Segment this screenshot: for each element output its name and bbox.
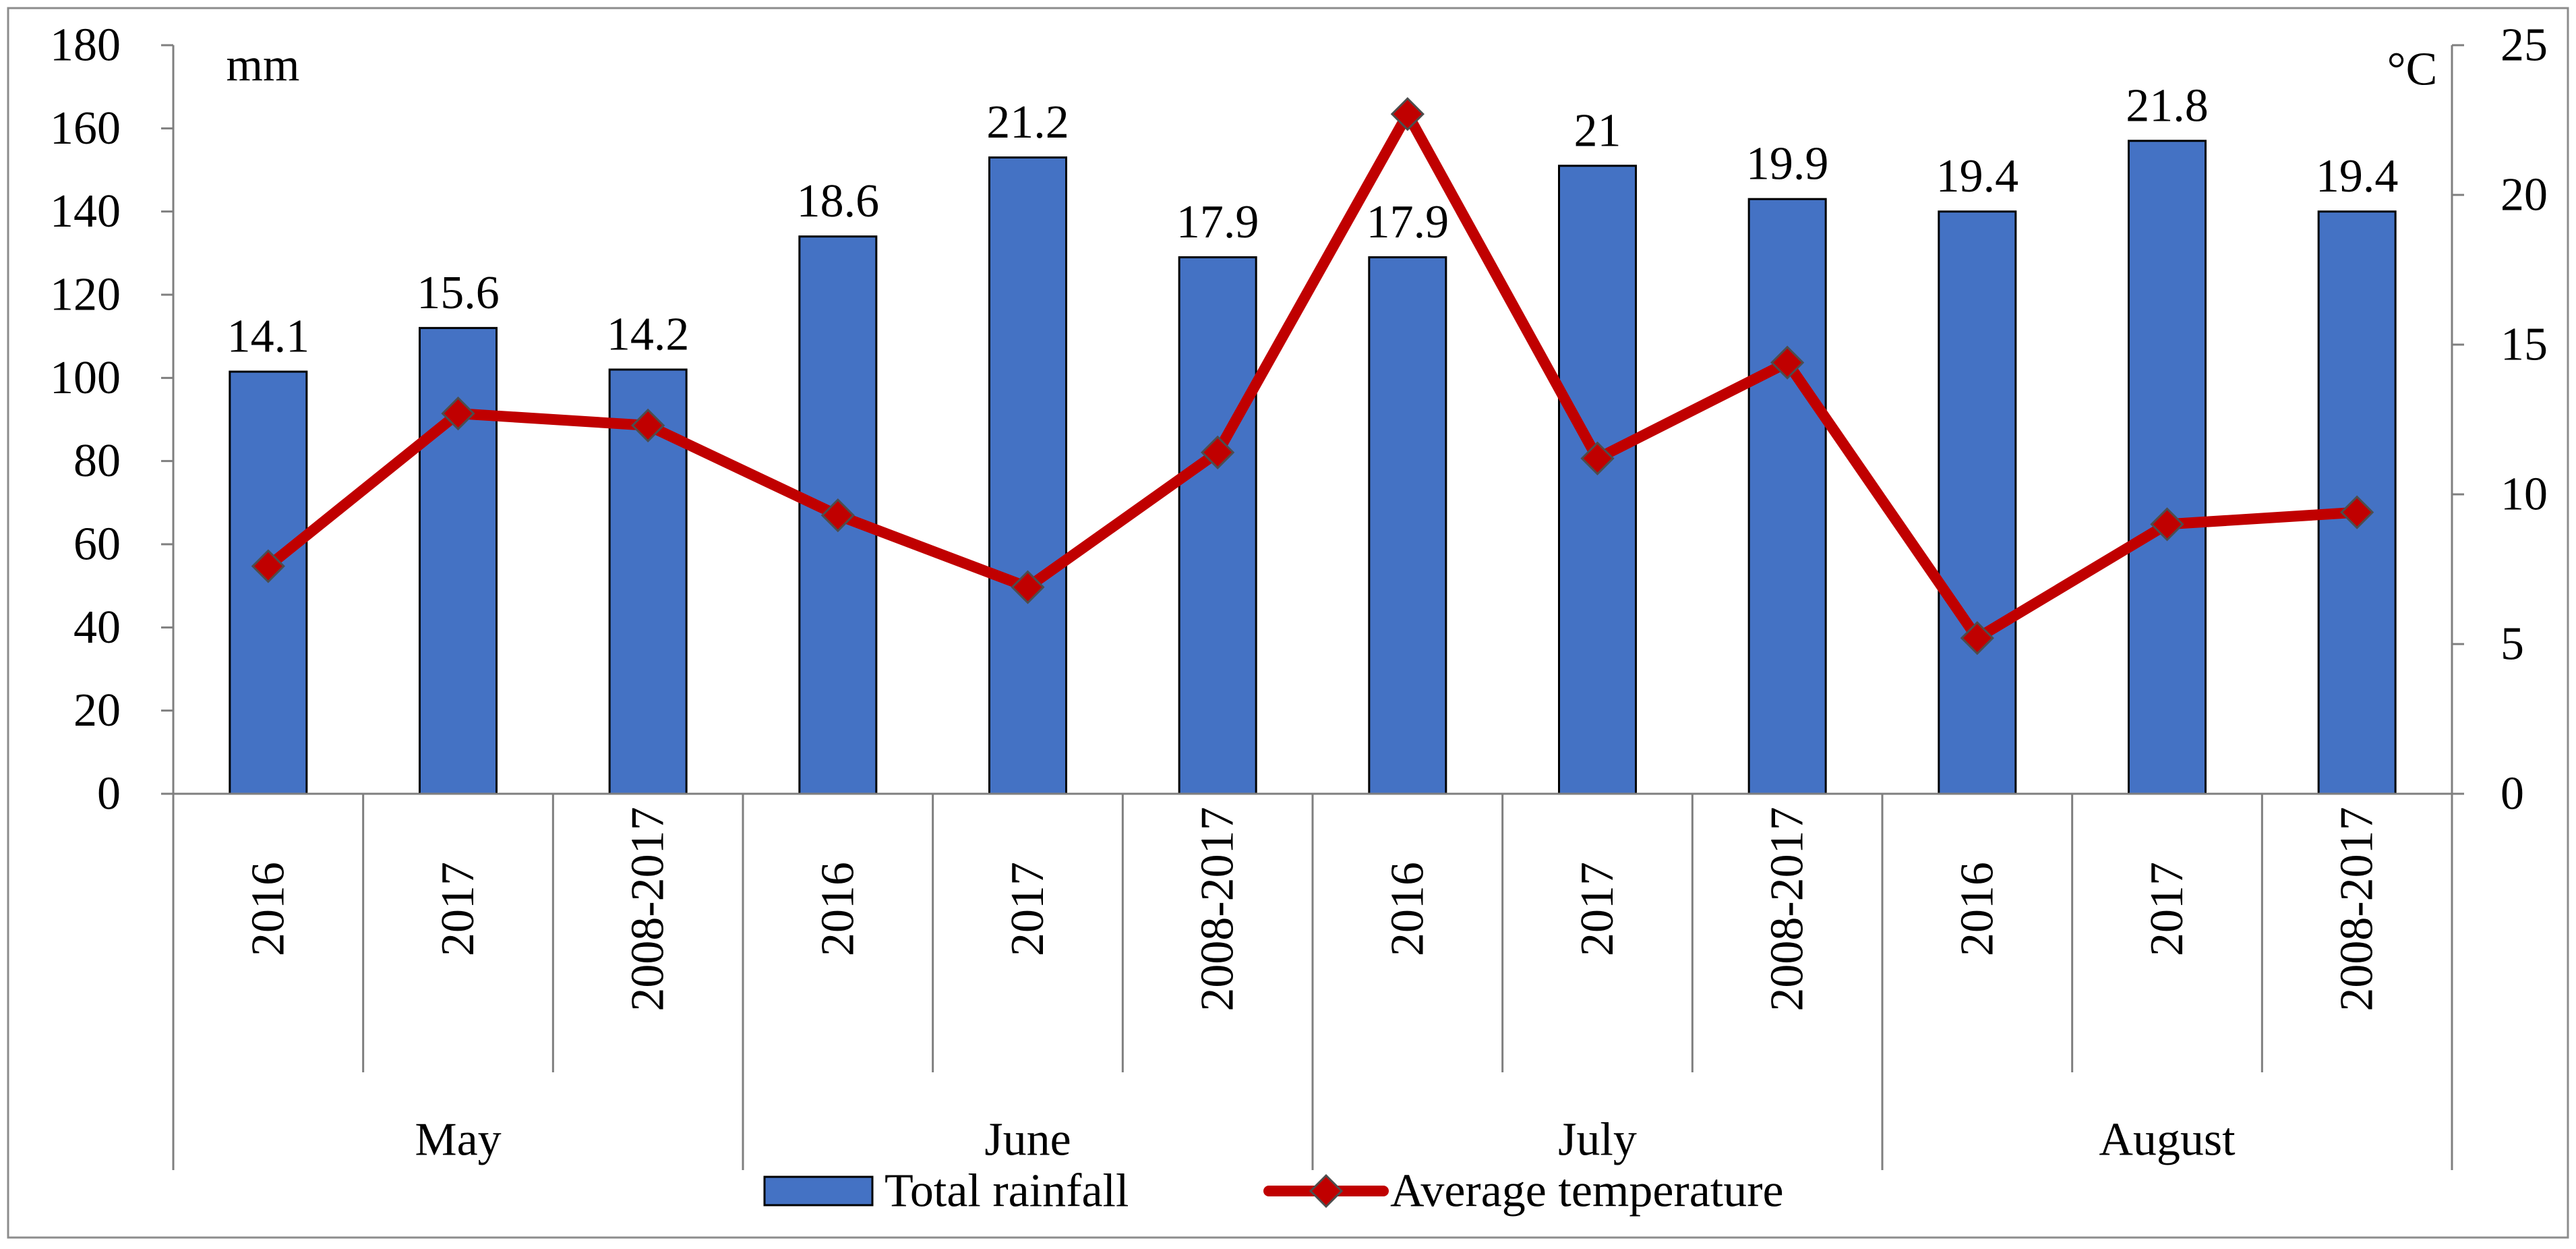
bar-data-label: 18.6 [797, 175, 880, 227]
category-tick-label: 2008-2017 [622, 807, 674, 1011]
bar-data-label: 19.4 [2316, 150, 2399, 202]
month-group-label: July [1558, 1114, 1637, 1166]
left-axis-unit: mm [227, 40, 300, 92]
bar-data-label: 19.4 [1936, 150, 2019, 202]
right-axis-unit: °C [2387, 44, 2438, 96]
bar-data-label: 14.1 [227, 311, 310, 363]
left-tick-label: 120 [50, 269, 121, 321]
month-group-label: June [984, 1114, 1071, 1166]
temperature-marker [2340, 495, 2374, 529]
rainfall-bar [988, 156, 1067, 795]
rainfall-bar [1747, 198, 1827, 795]
rainfall-bar [1368, 256, 1447, 795]
temperature-line [262, 109, 2363, 644]
left-tick-label: 60 [73, 519, 121, 571]
month-group-label: May [415, 1114, 501, 1166]
category-tick-label: 2017 [2141, 862, 2193, 956]
temperature-marker [1201, 435, 1235, 469]
category-tick-label: 2017 [1002, 862, 1054, 956]
bar-data-label: 21.2 [986, 96, 1069, 148]
left-tick-label: 80 [73, 435, 121, 487]
legend-label-rainfall: Total rainfall [885, 1165, 1129, 1217]
bar-data-label: 19.9 [1746, 138, 1829, 190]
left-tick-label: 40 [73, 602, 121, 653]
left-tick-label: 140 [50, 185, 121, 237]
right-tick-label: 5 [2500, 618, 2524, 670]
category-tick-label: 2016 [1951, 862, 2003, 956]
category-tick-label: 2016 [1381, 862, 1433, 956]
rainfall-bar [419, 326, 498, 795]
temperature-marker [1580, 441, 1615, 475]
right-tick-label: 10 [2500, 469, 2548, 521]
temperature-marker [1960, 620, 1994, 656]
left-tick-label: 160 [50, 103, 121, 154]
right-tick-label: 15 [2500, 319, 2548, 371]
legend-swatch-rainfall [763, 1175, 874, 1207]
category-tick-label: 2016 [242, 862, 294, 956]
temperature-marker [441, 396, 475, 431]
category-tick-label: 2017 [1571, 862, 1623, 956]
left-tick-label: 0 [97, 768, 121, 820]
temperature-marker [1011, 570, 1045, 604]
bar-data-label: 17.9 [1367, 196, 1449, 248]
rainfall-bar [2128, 140, 2207, 795]
category-tick-label: 2008-2017 [1192, 807, 1244, 1011]
rainfall-bar [1938, 210, 2017, 795]
temperature-marker [1770, 345, 1805, 380]
legend-label-temperature: Average temperature [1390, 1165, 1784, 1217]
month-group-label: August [2099, 1114, 2236, 1166]
bar-data-label: 21.8 [2126, 80, 2209, 132]
left-tick-label: 20 [73, 685, 121, 736]
right-tick-label: 25 [2500, 20, 2548, 71]
bar-data-label: 17.9 [1176, 196, 1259, 248]
rainfall-bar [1558, 165, 1637, 795]
category-tick-label: 2016 [812, 862, 864, 956]
temperature-marker [1390, 96, 1425, 132]
category-tick-label: 2008-2017 [2331, 807, 2383, 1011]
left-tick-label: 100 [50, 352, 121, 404]
bar-data-label: 14.2 [607, 309, 690, 361]
legend-marker-temperature [1309, 1173, 1344, 1209]
category-tick-label: 2017 [432, 862, 484, 956]
temperature-marker [631, 408, 665, 443]
left-tick-label: 180 [50, 20, 121, 71]
temperature-marker [820, 498, 855, 533]
temperature-marker [251, 549, 285, 583]
bar-data-label: 15.6 [417, 267, 500, 319]
right-tick-label: 20 [2500, 169, 2548, 221]
bar-data-label: 21 [1574, 105, 1621, 156]
rainfall-bar [1178, 256, 1257, 795]
temperature-marker [2150, 507, 2184, 542]
category-tick-label: 2008-2017 [1762, 807, 1814, 1011]
right-tick-label: 0 [2500, 768, 2524, 820]
